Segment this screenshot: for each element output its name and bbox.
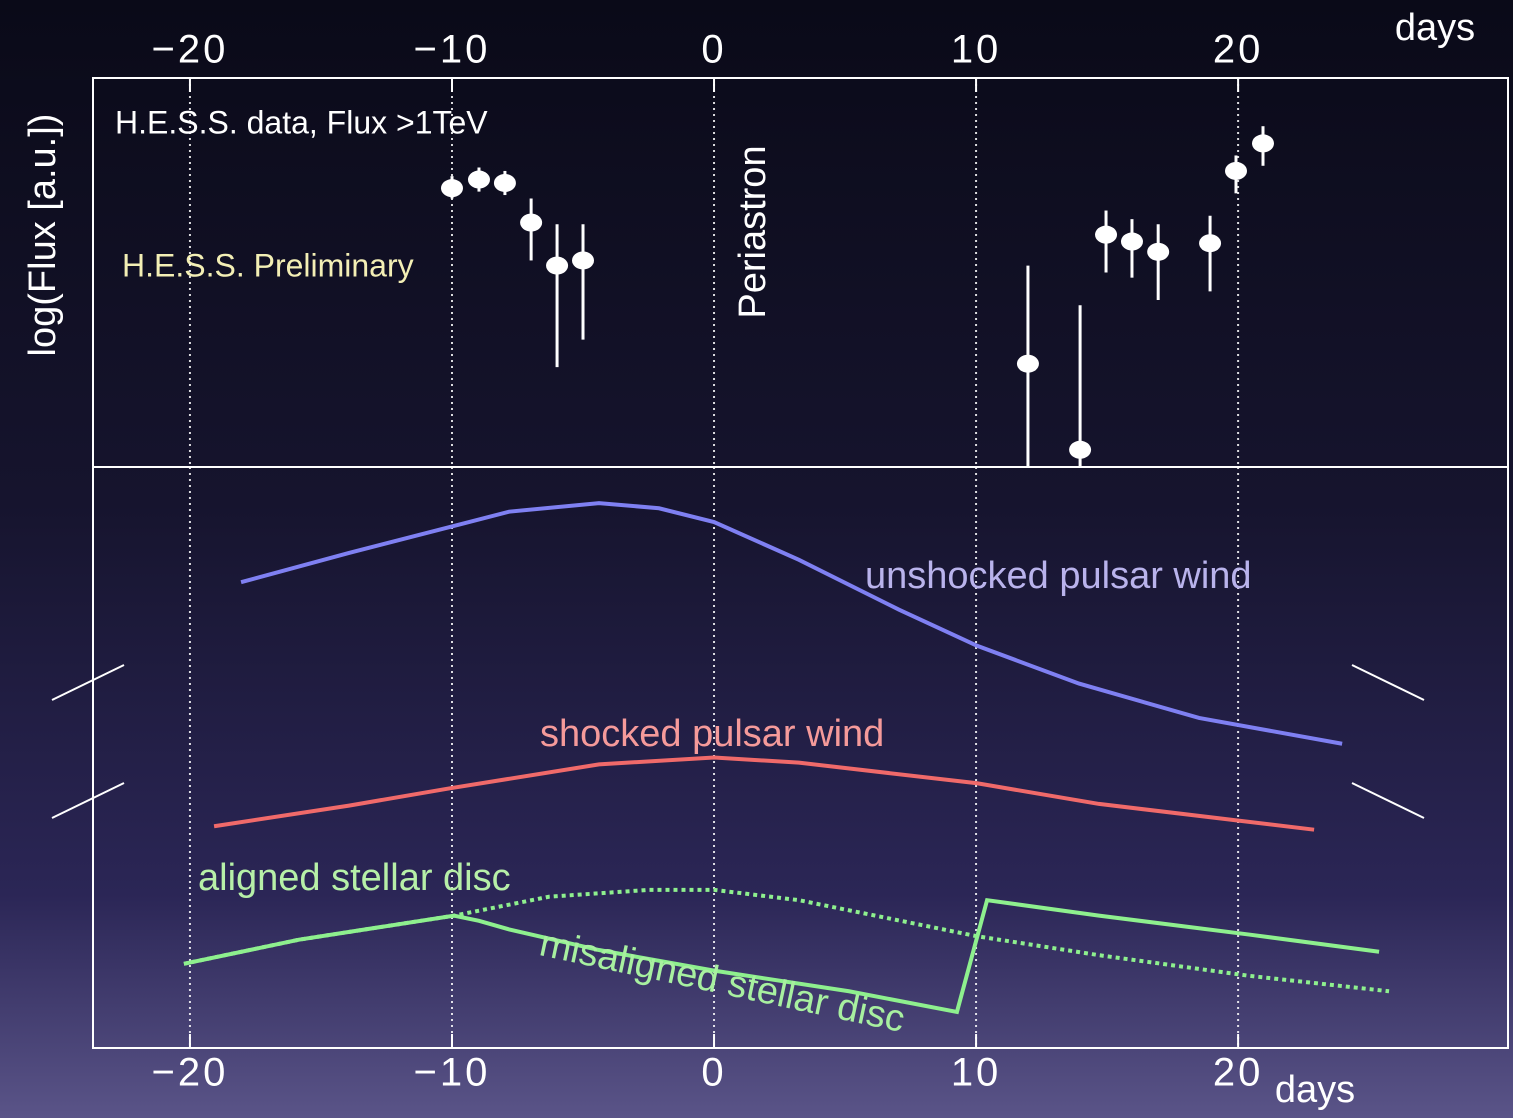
series-label: aligned stellar disc (198, 857, 511, 899)
data-point (1225, 162, 1247, 180)
x-tick-label: −10 (414, 1051, 491, 1095)
page: {"chart_data":[ {"type":"scatter","xlabe… (0, 0, 1513, 1118)
x-tick-label: 20 (1213, 28, 1264, 72)
data-point (1121, 233, 1143, 251)
data-point (1199, 234, 1221, 252)
data-point (441, 179, 463, 197)
data-point (1069, 441, 1091, 459)
data-point (468, 171, 490, 189)
x-tick-label: 0 (701, 1051, 726, 1095)
data-point (494, 174, 516, 192)
x-tick-label: 0 (701, 28, 726, 72)
data-point (572, 251, 594, 269)
data-point (520, 214, 542, 232)
data-point (1252, 134, 1274, 152)
series-label: shocked pulsar wind (540, 713, 884, 755)
y-axis-label: log(Flux [a.u.]) (22, 114, 64, 357)
data-label: H.E.S.S. data, Flux >1TeV (115, 104, 488, 140)
annotation: Periastron (732, 145, 774, 318)
data-point (1147, 243, 1169, 261)
x-tick-label: −10 (414, 28, 491, 72)
x-tick-label: 10 (951, 1051, 1002, 1095)
x-axis-label-top: days (1395, 7, 1475, 49)
series-label: unshocked pulsar wind (865, 555, 1252, 597)
x-tick-label: 20 (1213, 1051, 1264, 1095)
data-point (1095, 226, 1117, 244)
data-point (546, 257, 568, 275)
x-tick-label: −20 (152, 28, 229, 72)
x-tick-label: 10 (951, 28, 1002, 72)
x-axis-label-bottom: days (1275, 1069, 1355, 1111)
x-tick-label: −20 (152, 1051, 229, 1095)
annotation: H.E.S.S. Preliminary (122, 247, 414, 283)
data-point (1017, 355, 1039, 373)
chart: log(Flux [a.u.]) days days H.E.S.S. data… (0, 0, 1513, 1118)
